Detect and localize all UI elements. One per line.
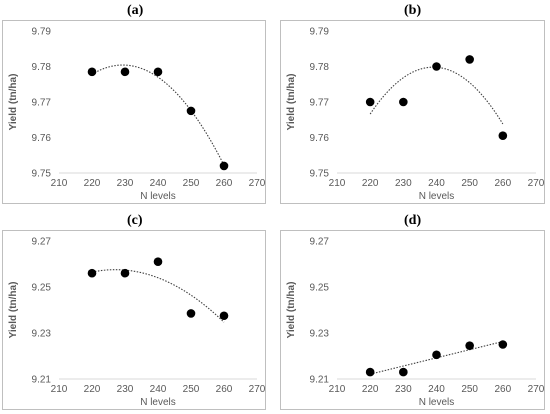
- x-tick-label: 260: [494, 178, 511, 189]
- trendline: [91, 64, 225, 166]
- data-point: [432, 350, 441, 360]
- y-tick-label: 9.76: [32, 133, 52, 144]
- y-tick-label: 9.23: [310, 329, 330, 340]
- y-axis-title: Yield (tn/ha): [286, 74, 297, 131]
- data-point: [365, 97, 375, 107]
- x-tick-label: 240: [428, 178, 445, 189]
- x-tick-label: 240: [150, 384, 167, 395]
- data-point: [219, 311, 229, 321]
- chart-a-svg: 210 220 230 240 250 260 270 9.75 9.76 9.77 9.78 9.7…: [8, 27, 266, 203]
- panel-label-b: (b): [404, 3, 422, 18]
- x-tick-label: 250: [183, 384, 200, 395]
- y-axis-title: Yield (tn/ha): [8, 74, 19, 131]
- y-axis-title: Yield (tn/ha): [8, 282, 19, 339]
- y-tick-label: 9.75: [32, 169, 52, 180]
- x-tick-label: 260: [216, 384, 233, 395]
- data-point: [186, 106, 196, 116]
- data-point: [186, 309, 196, 318]
- y-tick-label: 9.21: [310, 375, 330, 386]
- x-tick-label: 210: [51, 384, 68, 395]
- x-tick-label: 210: [329, 178, 346, 189]
- y-tick-label: 9.78: [310, 62, 330, 73]
- y-tick-label: 9.23: [32, 329, 52, 340]
- x-tick-label: 240: [428, 384, 445, 395]
- x-tick-label: 230: [395, 384, 412, 395]
- x-tick-label: 240: [150, 178, 167, 189]
- trendline: [369, 66, 504, 125]
- y-tick-label: 9.27: [32, 237, 52, 248]
- x-axis-title: N levels: [419, 397, 455, 408]
- chart-c-svg: 210 220 230 240 250 260 270 9.21 9.23 9.25 9.27 N l…: [8, 237, 266, 409]
- y-tick-label: 9.21: [32, 375, 52, 386]
- y-tick-label: 9.79: [32, 27, 52, 38]
- panel-label-c: (c): [127, 213, 143, 228]
- data-point: [120, 268, 130, 278]
- trendline: [91, 269, 225, 323]
- panel-label-d: (d): [404, 213, 422, 228]
- y-tick-label: 9.78: [32, 62, 52, 73]
- data-point: [432, 62, 441, 71]
- x-tick-label: 270: [249, 384, 266, 395]
- chart-b-svg: 210 220 230 240 250 260 270 9.75 9.76 9.77 9.78 9.7…: [286, 27, 545, 203]
- x-tick-label: 270: [528, 178, 545, 189]
- x-tick-label: 220: [84, 384, 101, 395]
- data-point: [399, 367, 408, 377]
- x-axis-title: N levels: [419, 191, 455, 202]
- x-tick-label: 260: [494, 384, 511, 395]
- data-point: [87, 268, 97, 278]
- y-tick-label: 9.75: [310, 169, 330, 180]
- data-point: [465, 55, 474, 64]
- y-tick-label: 9.77: [32, 98, 52, 109]
- data-point: [153, 257, 163, 266]
- chart-a: 210 220 230 240 250 260 270 9.75 9.76 9.77 9.78 9.7…: [2, 20, 266, 204]
- x-tick-label: 260: [216, 178, 233, 189]
- x-tick-label: 230: [117, 178, 134, 189]
- data-point: [399, 97, 408, 107]
- y-axis-title: Yield (tn/ha): [286, 282, 297, 339]
- chart-c: 210 220 230 240 250 260 270 9.21 9.23 9.25 9.27 N l…: [2, 230, 266, 410]
- y-tick-label: 9.27: [310, 237, 330, 248]
- x-axis-title: N levels: [140, 191, 176, 202]
- y-tick-label: 9.25: [310, 283, 330, 294]
- x-tick-label: 230: [117, 384, 134, 395]
- x-tick-label: 230: [395, 178, 412, 189]
- data-point: [365, 367, 375, 377]
- y-tick-label: 9.76: [310, 133, 330, 144]
- data-point: [219, 161, 229, 171]
- data-point: [87, 67, 97, 77]
- x-tick-label: 250: [183, 178, 200, 189]
- x-tick-label: 250: [461, 384, 478, 395]
- chart-b: 210 220 230 240 250 260 270 9.75 9.76 9.77 9.78 9.7…: [280, 20, 545, 204]
- panel-label-a: (a): [127, 3, 144, 18]
- x-axis-title: N levels: [140, 397, 176, 408]
- y-tick-label: 9.79: [310, 27, 330, 38]
- data-point: [498, 340, 508, 349]
- data-point: [120, 67, 130, 77]
- y-tick-label: 9.25: [32, 283, 52, 294]
- data-point: [465, 341, 474, 350]
- x-tick-label: 210: [51, 178, 68, 189]
- x-tick-label: 250: [461, 178, 478, 189]
- x-tick-label: 220: [362, 384, 379, 395]
- chart-d: 210 220 230 240 250 260 270 9.21 9.23 9.25 9.27 N l…: [280, 230, 545, 410]
- data-point: [498, 131, 508, 141]
- x-tick-label: 270: [528, 384, 545, 395]
- x-tick-label: 210: [329, 384, 346, 395]
- x-tick-label: 220: [362, 178, 379, 189]
- x-tick-label: 220: [84, 178, 101, 189]
- x-tick-label: 270: [249, 178, 266, 189]
- data-point: [153, 67, 163, 77]
- chart-d-svg: 210 220 230 240 250 260 270 9.21 9.23 9.25 9.27 N l…: [286, 237, 545, 409]
- y-tick-label: 9.77: [310, 98, 330, 109]
